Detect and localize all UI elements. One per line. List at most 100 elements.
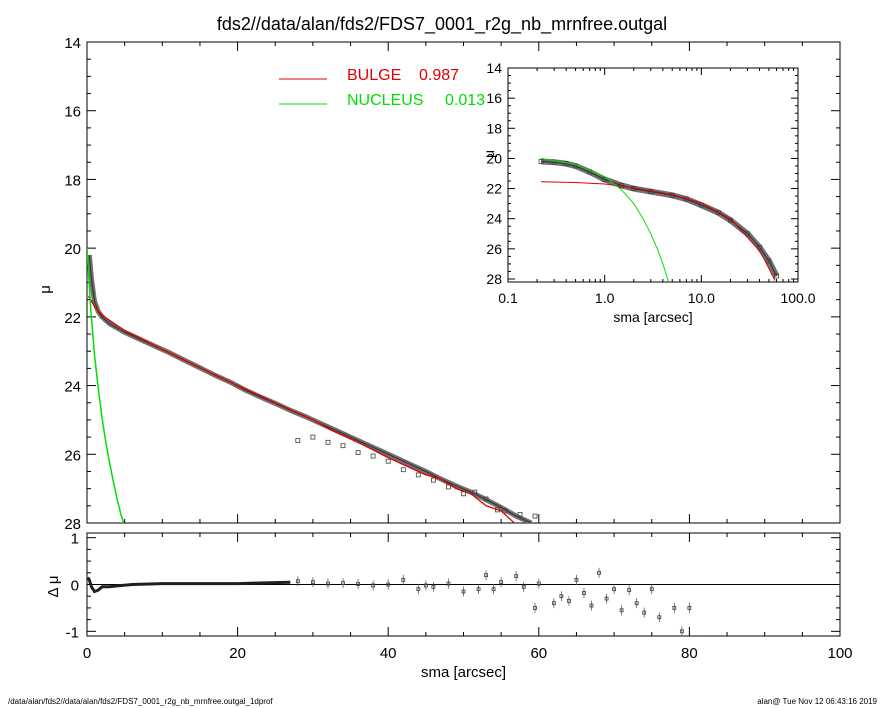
residual-point [461, 589, 466, 594]
residual-point [642, 610, 647, 615]
x-tick-label: 0 [83, 645, 91, 662]
residual-point [536, 581, 541, 586]
residual-point [431, 584, 436, 589]
main-profile-plot: 14 16 18 20 22 24 26 28 μ [37, 35, 841, 533]
x-axis-label: sma [arcsec] [421, 664, 506, 681]
data-point [517, 512, 523, 517]
residual-point [371, 583, 376, 588]
residual-point [589, 603, 594, 608]
data-point [461, 491, 466, 497]
legend: BULGE 0.987 NUCLEUS 0.013 [279, 67, 485, 109]
residual-point [672, 606, 677, 610]
residual-point [597, 570, 601, 575]
residual-point [634, 601, 639, 606]
residual-curve [87, 576, 291, 594]
residual-point [484, 573, 488, 578]
x-tick-label: 100 [827, 645, 852, 662]
y-tick-label: 14 [64, 35, 81, 52]
data-point [716, 210, 721, 216]
y-tick-label: 16 [64, 104, 81, 121]
y-tick-label: 14 [486, 60, 502, 76]
residual-point [386, 582, 391, 587]
residual-point [612, 587, 616, 592]
y-tick-label: 0 [71, 578, 79, 595]
y-tick-label: -1 [66, 624, 79, 641]
data-point [745, 231, 750, 237]
residual-point [341, 581, 345, 585]
residual-point [446, 581, 451, 586]
bulge-model-line [87, 295, 516, 523]
footer-filepath: /data/alan/fds2//data/alan/fds2/FDS7_000… [8, 697, 273, 706]
y-tick-label: 22 [64, 310, 81, 327]
data-point [310, 434, 316, 440]
residual-point [476, 587, 481, 592]
y-axis-label: μ [481, 150, 497, 158]
data-point [472, 489, 478, 495]
data-point [445, 484, 451, 490]
y-axis-label: Δ μ [45, 575, 62, 597]
y-tick-label: 26 [64, 447, 81, 464]
y-tick-label: 20 [64, 241, 81, 258]
residual-point [416, 587, 421, 592]
residual-point [401, 577, 406, 582]
residual-point [551, 601, 556, 606]
data-point [415, 472, 421, 478]
y-tick-label: 28 [64, 516, 81, 533]
y-tick-label: 16 [486, 90, 502, 106]
data-point [563, 161, 569, 167]
observed-profile-band [87, 254, 533, 523]
residual-point [695, 639, 698, 642]
data-point [355, 450, 361, 456]
residual-point [574, 577, 579, 582]
data-point [774, 273, 779, 279]
residual-point [627, 588, 632, 593]
legend-nucleus-value: 0.013 [445, 92, 485, 109]
residual-point [356, 582, 360, 586]
inset-log-plot: 14 16 18 20 22 24 26 28 0.1 1.0 10.0 100.0 sma [arcs… [481, 60, 816, 325]
x-tick-label: 20 [229, 645, 246, 662]
residual-point [567, 598, 571, 603]
x-tick-label: 1.0 [595, 290, 615, 306]
residual-point [559, 594, 564, 599]
data-point [400, 467, 406, 473]
observed-profile-line [88, 254, 532, 523]
y-axis-label: μ [37, 285, 54, 294]
y-tick-label: 22 [486, 181, 502, 197]
residual-point [604, 596, 609, 601]
data-point [766, 258, 772, 264]
inset-background [508, 68, 798, 282]
residual-point [326, 581, 330, 586]
footer-timestamp: alan@ Tue Nov 12 06:43:16 2019 [757, 697, 877, 706]
data-point [295, 438, 301, 443]
residual-point [679, 629, 684, 634]
x-tick-label: 60 [530, 645, 547, 662]
bulge-model-line [541, 181, 776, 281]
x-tick-label: 10.0 [688, 290, 715, 306]
data-point [538, 158, 544, 164]
y-tick-label: 28 [486, 271, 502, 287]
residual-point [619, 608, 624, 613]
legend-bulge-value: 0.987 [419, 67, 459, 84]
data-point [502, 508, 508, 514]
y-tick-label: 18 [64, 172, 81, 189]
nucleus-model-line [87, 248, 125, 523]
y-tick-label: 26 [486, 241, 502, 257]
legend-bulge-label: BULGE [347, 67, 401, 84]
residual-point [310, 580, 315, 585]
x-tick-label: 100.0 [780, 290, 815, 306]
x-axis-label: sma [arcsec] [613, 309, 692, 325]
legend-nucleus-label: NUCLEUS [347, 92, 423, 109]
residual-point [521, 584, 526, 589]
data-point [532, 513, 538, 519]
data-point [325, 439, 331, 445]
residual-point [295, 579, 300, 584]
residual-point [657, 615, 662, 620]
residual-point [533, 606, 537, 610]
residual-point [491, 587, 496, 592]
y-tick-label: 24 [486, 211, 502, 227]
chart-title: fds2//data/alan/fds2/FDS7_0001_r2g_nb_mr… [217, 14, 667, 35]
residual-point [514, 574, 519, 578]
x-tick-label: 0.1 [498, 290, 518, 306]
residual-point [649, 587, 654, 592]
